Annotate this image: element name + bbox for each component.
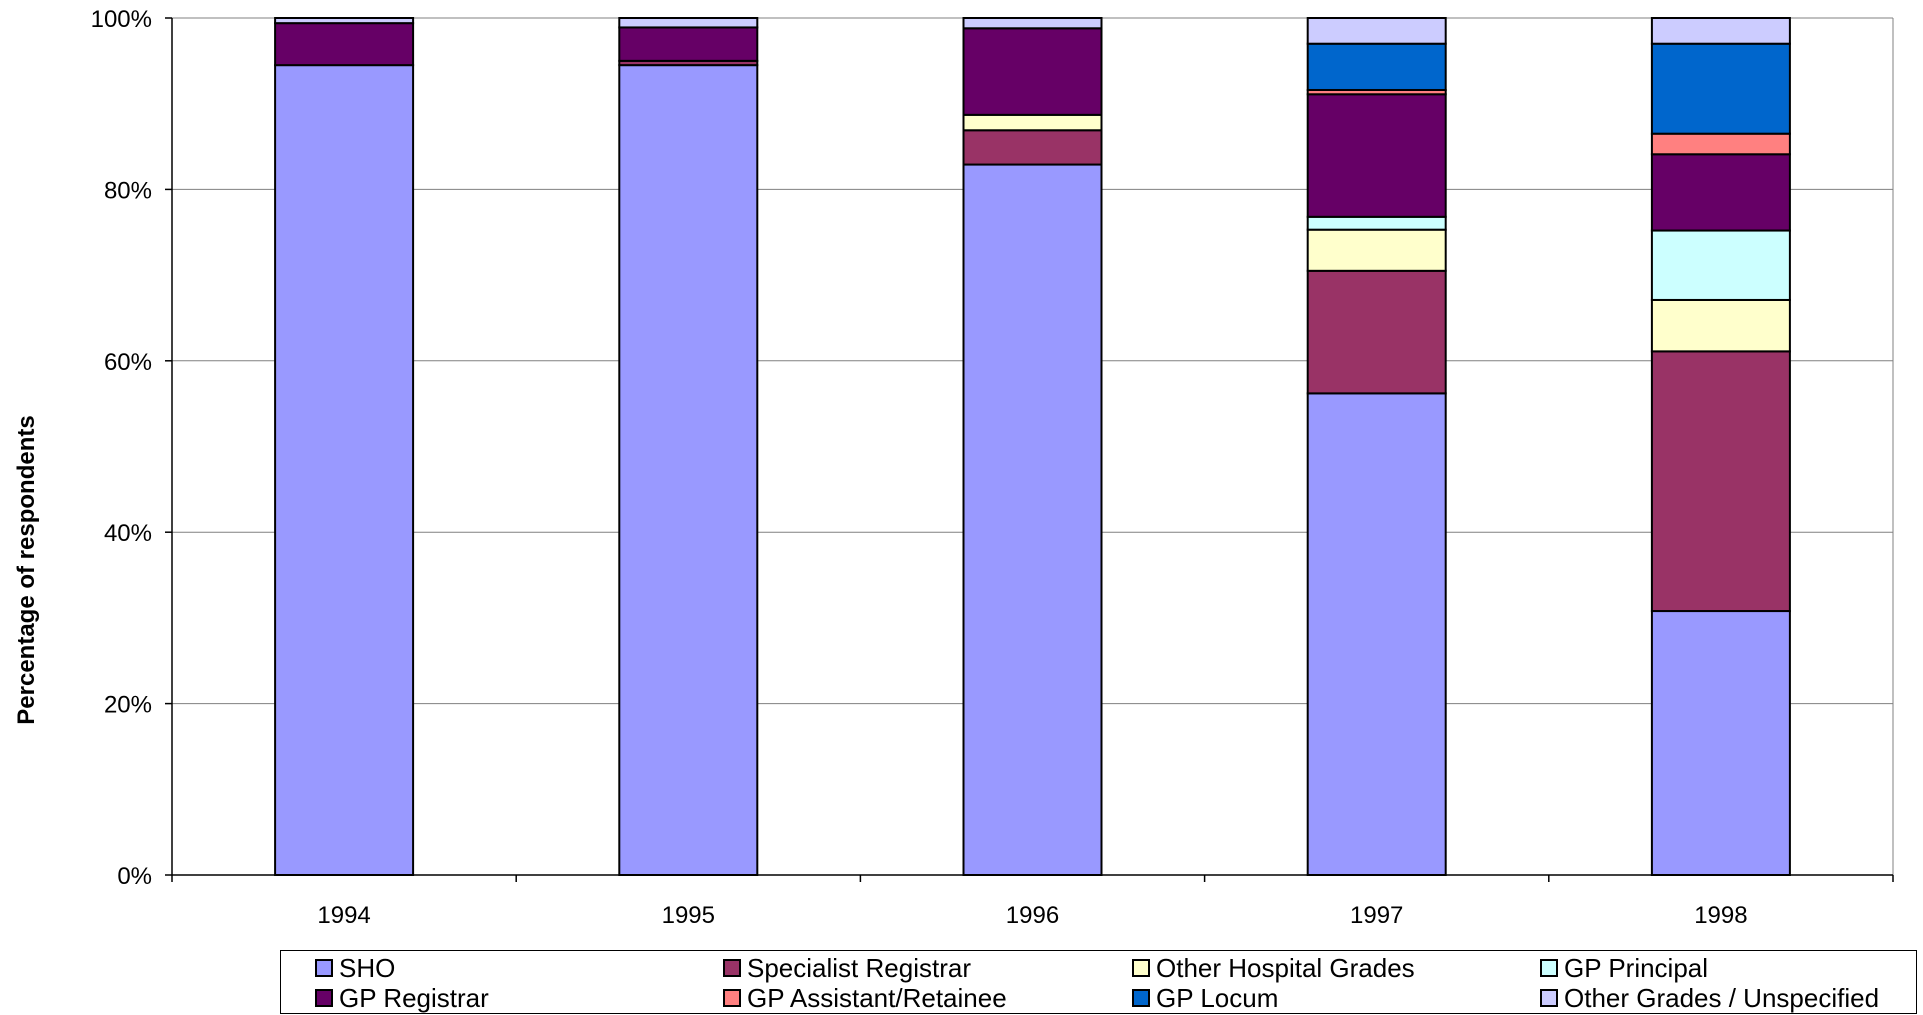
legend-item: GP Principal [1540,953,1708,983]
bar-segment [962,129,1103,166]
y-tick-label: 40% [104,520,152,547]
legend-label: SHO [339,952,396,983]
bar-stack-1996 [962,17,1103,876]
x-tick-label: 1994 [317,902,370,929]
legend-item: Specialist Registrar [723,953,971,983]
legend-label: GP Locum [1156,982,1279,1013]
legend-swatch [1540,989,1558,1007]
legend-item: GP Locum [1132,983,1278,1013]
bar-segment [1650,229,1791,301]
x-tick-label: 1998 [1694,902,1747,929]
legend-swatch [1540,959,1558,977]
legend-item: SHO [315,953,395,983]
legend-label: Other Hospital Grades [1156,952,1415,983]
legend-item: Other Hospital Grades [1132,953,1415,983]
legend-label: Specialist Registrar [747,952,971,983]
bar-stack-1994 [274,17,415,876]
legend-swatch [1132,959,1150,977]
legend-swatch [315,989,333,1007]
axes [165,17,1894,882]
bar-segment [962,163,1103,876]
bar-segment [1306,269,1447,395]
bar-segment [274,64,415,876]
legend-item: Other Grades / Unspecified [1540,983,1879,1013]
bar-segment [962,17,1103,30]
stacked-bar-chart: 0%20%40%60%80%100% 1994 1995 1996 1997 1998 … [13,6,1894,929]
legend-swatch [1132,989,1150,1007]
y-tick-label: 0% [117,863,152,890]
legend-label: GP Registrar [339,982,489,1013]
legend-swatch [315,959,333,977]
x-tick-label: 1997 [1350,902,1403,929]
bar-segment [1306,215,1447,231]
y-tick-label: 60% [104,349,152,376]
legend-item: GP Assistant/Retainee [723,983,1007,1013]
bar-stack-1997 [1306,17,1447,876]
x-tick-label: 1995 [662,902,715,929]
y-tick-label: 20% [104,692,152,719]
legend-swatch [723,989,741,1007]
legend-label: GP Assistant/Retainee [747,982,1007,1013]
legend-swatch [723,959,741,977]
bar-segment [962,27,1103,116]
bar-segment [1306,228,1447,272]
bar-stack-1995 [618,17,759,876]
legend-item: GP Registrar [315,983,489,1013]
bar-segment [1306,392,1447,876]
legend-label: Other Grades / Unspecified [1564,982,1880,1013]
bars [274,17,1791,876]
legend: SHO Specialist Registrar Other Hospital Gr… [280,950,1917,1014]
bar-segment [1650,610,1791,876]
x-tick-labels: 1994 1995 1996 1997 1998 [317,902,1747,929]
bar-segment [274,17,415,25]
bar-segment [1650,350,1791,613]
y-tick-label: 80% [104,177,152,204]
bar-segment [1650,17,1791,45]
bar-segment [1306,17,1447,45]
bar-segment [962,113,1103,132]
y-tick-label: 100% [91,6,152,33]
bar-segment [618,64,759,876]
bar-segment [1650,132,1791,156]
x-tick-label: 1996 [1006,902,1059,929]
bar-segment [1650,298,1791,353]
bar-segment [274,22,415,67]
y-axis-label: Percentage of respondents [13,415,40,724]
bar-segment [1650,42,1791,135]
legend-label: GP Principal [1564,952,1709,983]
bar-segment [618,17,759,29]
y-tick-labels: 0% 20% 40% 60% 80% 100% [91,6,152,890]
bar-segment [1306,42,1447,91]
bar-segment [1306,93,1447,218]
bar-segment [618,26,759,62]
bar-stack-1998 [1650,17,1791,876]
bar-segment [1650,153,1791,232]
